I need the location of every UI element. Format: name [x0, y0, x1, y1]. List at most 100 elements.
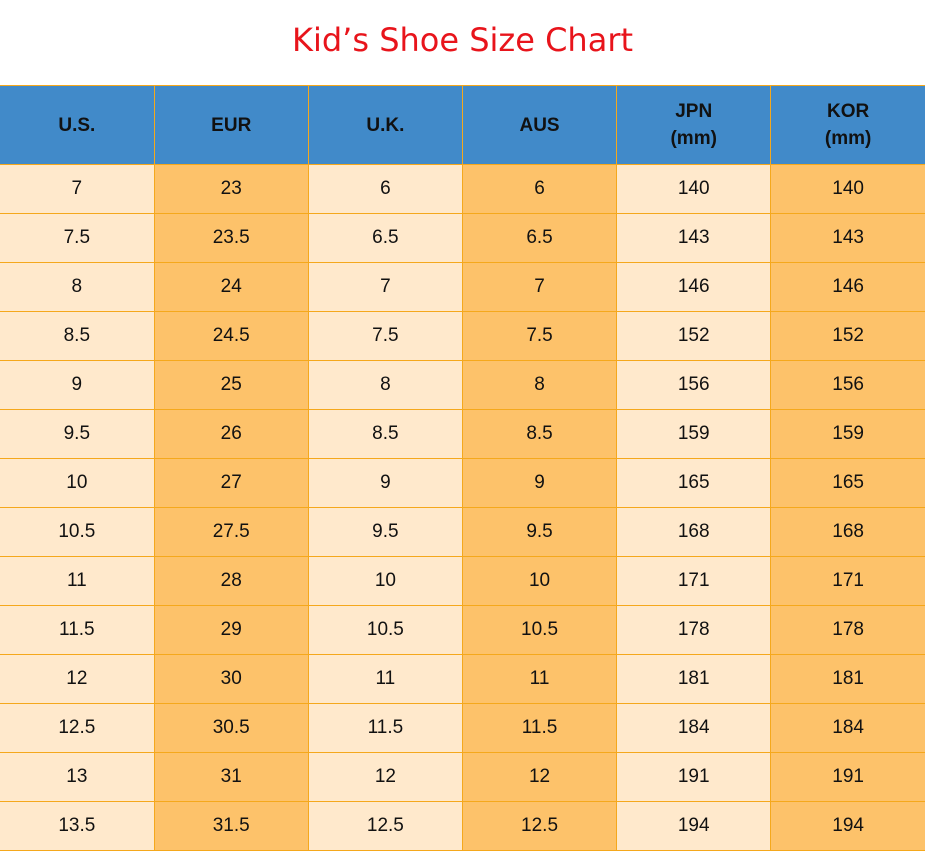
table-cell: 7 — [307, 262, 463, 312]
table-cell: 178 — [770, 605, 925, 655]
table-cell: 168 — [616, 507, 772, 557]
table-cell: 7.5 — [461, 311, 618, 361]
table-cell: 194 — [616, 801, 772, 851]
table-cell: 181 — [616, 654, 772, 704]
table-cell: 12 — [461, 752, 618, 802]
table-cell: 12.5 — [0, 703, 155, 753]
table-cell: 178 — [616, 605, 772, 655]
column-header-text: JPN — [675, 101, 713, 122]
table-cell: 10 — [0, 458, 155, 508]
table-cell: 152 — [616, 311, 772, 361]
table-cell: 12.5 — [461, 801, 618, 851]
table-cell: 6.5 — [461, 213, 618, 263]
table-cell: 11.5 — [461, 703, 618, 753]
table-cell: 13.5 — [0, 801, 155, 851]
table-row: 13 31 12 12 191 191 — [0, 752, 925, 802]
table-cell: 6 — [307, 164, 463, 214]
column-header-text: U.K. — [366, 114, 405, 136]
table-cell: 13 — [0, 752, 155, 802]
table-cell: 27 — [153, 458, 309, 508]
table-cell: 146 — [616, 262, 772, 312]
page-title: Kid’s Shoe Size Chart — [291, 21, 634, 59]
table-cell: 8.5 — [307, 409, 463, 459]
table-cell: 8 — [0, 262, 155, 312]
table-cell: 9 — [307, 458, 463, 508]
column-header-text: EUR — [211, 114, 252, 136]
table-cell: 30.5 — [153, 703, 309, 753]
table-cell: 159 — [616, 409, 772, 459]
table-row: 7.5 23.5 6.5 6.5 143 143 — [0, 213, 925, 263]
table-row: 11 28 10 10 171 171 — [0, 556, 925, 606]
table-cell: 7 — [0, 164, 155, 214]
table-cell: 191 — [616, 752, 772, 802]
table-cell: 191 — [770, 752, 925, 802]
table-cell: 165 — [770, 458, 925, 508]
table-cell: 12 — [307, 752, 463, 802]
table-cell: 184 — [770, 703, 925, 753]
table-cell: 9 — [461, 458, 618, 508]
table-cell: 31 — [153, 752, 309, 802]
table-cell: 9 — [0, 360, 155, 410]
table-cell: 140 — [770, 164, 925, 214]
header-row: U.S. EUR U.K. AUS JPN (mm) KOR (mm) — [0, 85, 925, 165]
table-cell: 171 — [770, 556, 925, 606]
table-cell: 143 — [770, 213, 925, 263]
table-cell: 146 — [770, 262, 925, 312]
column-header: EUR — [153, 85, 309, 165]
table-cell: 143 — [616, 213, 772, 263]
table-cell: 30 — [153, 654, 309, 704]
table-cell: 10.5 — [307, 605, 463, 655]
column-header: U.K. — [307, 85, 463, 165]
column-header-text: U.S. — [58, 114, 96, 136]
column-header: AUS — [461, 85, 618, 165]
table-cell: 8 — [461, 360, 618, 410]
table-row: 13.5 31.5 12.5 12.5 194 194 — [0, 801, 925, 851]
table-cell: 11 — [307, 654, 463, 704]
table-cell: 26 — [153, 409, 309, 459]
column-header: U.S. — [0, 85, 155, 165]
table-cell: 23.5 — [153, 213, 309, 263]
table-cell: 8.5 — [0, 311, 155, 361]
table-cell: 9.5 — [0, 409, 155, 459]
table-cell: 152 — [770, 311, 925, 361]
column-header-text: KOR — [827, 101, 870, 122]
table-row: 10 27 9 9 165 165 — [0, 458, 925, 508]
size-table: U.S. EUR U.K. AUS JPN (mm) KOR (mm) 7 23 6 6 140 140… — [0, 85, 925, 851]
table-cell: 7.5 — [307, 311, 463, 361]
table-cell: 156 — [616, 360, 772, 410]
table-cell: 10.5 — [461, 605, 618, 655]
table-cell: 31.5 — [153, 801, 309, 851]
table-row: 7 23 6 6 140 140 — [0, 164, 925, 214]
table-cell: 159 — [770, 409, 925, 459]
table-cell: 171 — [616, 556, 772, 606]
table-cell: 28 — [153, 556, 309, 606]
table-cell: 140 — [616, 164, 772, 214]
table-cell: 12.5 — [307, 801, 463, 851]
table-row: 11.5 29 10.5 10.5 178 178 — [0, 605, 925, 655]
table-cell: 194 — [770, 801, 925, 851]
table-row: 12 30 11 11 181 181 — [0, 654, 925, 704]
table-cell: 24.5 — [153, 311, 309, 361]
table-cell: 24 — [153, 262, 309, 312]
table-cell: 12 — [0, 654, 155, 704]
column-header-text: (mm) — [670, 128, 717, 149]
table-cell: 8.5 — [461, 409, 618, 459]
table-cell: 9.5 — [307, 507, 463, 557]
table-cell: 8 — [307, 360, 463, 410]
table-cell: 6 — [461, 164, 618, 214]
column-header-text: AUS — [519, 114, 560, 136]
table-cell: 10 — [307, 556, 463, 606]
table-cell: 7.5 — [0, 213, 155, 263]
table-row: 9.5 26 8.5 8.5 159 159 — [0, 409, 925, 459]
table-cell: 184 — [616, 703, 772, 753]
table-cell: 9.5 — [461, 507, 618, 557]
table-cell: 6.5 — [307, 213, 463, 263]
table-cell: 11.5 — [307, 703, 463, 753]
column-header: JPN (mm) — [616, 85, 772, 165]
table-cell: 165 — [616, 458, 772, 508]
table-cell: 29 — [153, 605, 309, 655]
table-cell: 11.5 — [0, 605, 155, 655]
table-cell: 10.5 — [0, 507, 155, 557]
table-row: 8.5 24.5 7.5 7.5 152 152 — [0, 311, 925, 361]
table-cell: 168 — [770, 507, 925, 557]
